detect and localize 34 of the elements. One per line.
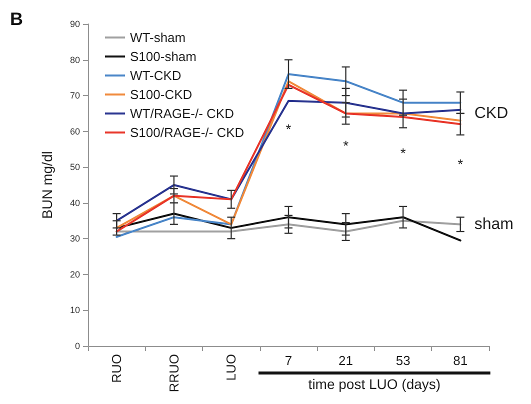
y-axis-title: BUN mg/dl: [39, 151, 55, 219]
x-tick-label: RRUO: [166, 354, 182, 392]
annotation: sham: [474, 216, 514, 233]
x-tick-label: 81: [453, 353, 468, 368]
x-tick-label: 53: [396, 353, 410, 368]
legend-label: WT-CKD: [130, 68, 182, 83]
y-tick-label: 30: [70, 234, 80, 244]
annotation: *: [400, 145, 406, 162]
text: B: [10, 9, 23, 29]
x-tick-label: LUO: [224, 354, 239, 381]
line-series: [116, 212, 462, 242]
y-tick-label: 20: [70, 269, 80, 280]
x-axis-title: time post LUO (days): [308, 376, 441, 392]
legend-label: S100-sham: [130, 49, 196, 64]
legend-label: S100/RAGE-/- CKD: [130, 125, 244, 140]
y-tick-label: 70: [70, 90, 80, 101]
y-tick-label: 10: [70, 305, 80, 316]
annotation: *: [458, 156, 464, 172]
x-tick-label: 21: [338, 353, 354, 368]
x-tick-label: 7: [284, 353, 292, 368]
line-series: [116, 100, 462, 222]
y-tick-label: 40: [70, 198, 80, 208]
y-tick-label: 0: [74, 341, 80, 351]
legend-label: WT-sham: [130, 30, 186, 45]
annotation: *: [286, 120, 292, 137]
annotation: *: [343, 137, 350, 154]
y-tick-label: 50: [70, 162, 80, 172]
y-tick-label: 80: [70, 54, 80, 65]
annotation: CKD: [474, 104, 508, 122]
x-tick-label: RUO: [109, 354, 124, 383]
y-tick-label: 60: [70, 126, 80, 136]
legend-label: WT/RAGE-/- CKD: [130, 106, 234, 121]
legend-label: S100-CKD: [130, 87, 192, 102]
y-tick-label: 90: [70, 19, 80, 29]
